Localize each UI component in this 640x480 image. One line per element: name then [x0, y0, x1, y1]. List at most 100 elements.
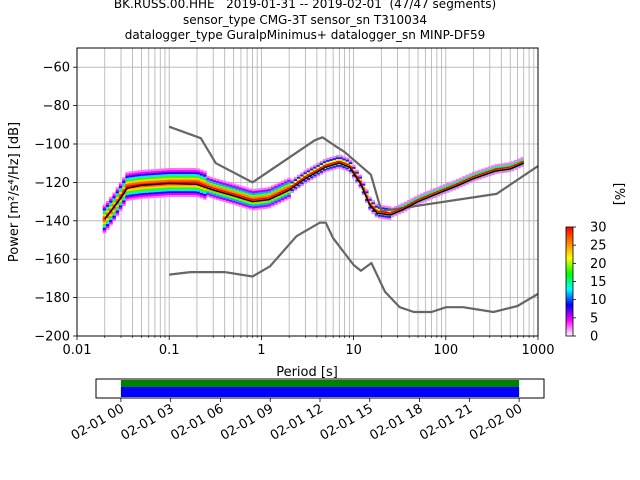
histogram-cell: [196, 191, 201, 194]
y-tick-label: −100: [34, 138, 70, 153]
histogram-cell: [309, 170, 314, 173]
histogram-cell: [225, 187, 230, 190]
histogram-cell: [491, 165, 495, 168]
histogram-cell: [322, 168, 327, 171]
histogram-cell: [144, 186, 149, 189]
histogram-cell: [316, 162, 320, 165]
histogram-cell: [468, 180, 473, 184]
timeline-tick-label: 02-01 18: [367, 401, 425, 443]
histogram-cell: [148, 188, 152, 191]
histogram-cell: [212, 185, 217, 188]
histogram-cell: [173, 168, 178, 171]
histogram-cell: [277, 184, 282, 187]
histogram-cell: [339, 157, 343, 160]
histogram-cell: [261, 193, 265, 196]
histogram-cell: [264, 193, 269, 196]
histogram-cell: [306, 179, 311, 182]
histogram-cell: [115, 212, 120, 215]
histogram-cell: [102, 217, 107, 221]
histogram-cell: [436, 186, 440, 189]
histogram-cell: [212, 195, 217, 198]
histogram-cell: [216, 184, 220, 187]
histogram-cell: [170, 183, 175, 186]
colorbar-tick-label: 10: [590, 293, 607, 308]
histogram-cell: [481, 168, 486, 171]
histogram-cell: [183, 179, 188, 182]
histogram-cell: [225, 185, 230, 188]
histogram-cell: [374, 203, 379, 206]
histogram-cell: [410, 200, 414, 203]
histogram-cell: [274, 201, 278, 204]
histogram-cell: [381, 214, 385, 218]
histogram-cell: [306, 170, 311, 173]
histogram-cell: [484, 169, 489, 172]
histogram-cell: [131, 195, 136, 199]
histogram-cell: [141, 173, 146, 176]
histogram-cell: [112, 203, 116, 207]
histogram-cell: [199, 190, 204, 193]
histogram-cell: [271, 204, 275, 207]
histogram-cell: [148, 178, 152, 182]
histogram-cell: [248, 190, 252, 193]
histogram-cell: [125, 193, 129, 196]
histogram-cell: [274, 183, 278, 186]
histogram-cell: [183, 173, 188, 176]
histogram-cell: [475, 170, 479, 173]
histogram-cell: [248, 188, 252, 191]
histogram-cell: [238, 185, 243, 188]
histogram-cell: [264, 204, 269, 207]
histogram-cell: [109, 219, 113, 222]
histogram-cell: [280, 184, 285, 187]
histogram-cell: [125, 191, 129, 194]
histogram-cell: [115, 208, 120, 211]
histogram-cell: [128, 188, 133, 191]
histogram-cell: [494, 171, 499, 174]
histogram-cell: [284, 186, 288, 190]
histogram-cell: [258, 194, 262, 197]
histogram-cell: [517, 160, 521, 163]
histogram-cell: [264, 202, 269, 205]
histogram-cell: [254, 192, 259, 195]
histogram-cell: [112, 209, 116, 212]
histogram-cell: [138, 170, 142, 173]
histogram-cell: [306, 172, 311, 175]
histogram-cell: [303, 170, 308, 173]
histogram-cell: [112, 196, 116, 199]
histogram-cell: [267, 206, 272, 209]
histogram-cell: [125, 181, 129, 184]
histogram-cell: [384, 215, 388, 218]
histogram-cell: [368, 198, 372, 201]
histogram-cell: [371, 202, 376, 205]
histogram-cell: [407, 199, 411, 202]
histogram-cell: [193, 192, 197, 196]
histogram-cell: [284, 181, 288, 184]
histogram-cell: [118, 184, 123, 187]
histogram-cell: [138, 175, 142, 179]
histogram-cell: [112, 213, 116, 216]
histogram-cell: [248, 205, 252, 208]
histogram-cell: [131, 197, 136, 200]
histogram-cell: [164, 177, 168, 180]
histogram-cell: [319, 170, 324, 173]
x-tick-label: 1000: [521, 343, 554, 358]
histogram-cell: [267, 200, 272, 203]
histogram-cell: [488, 173, 492, 177]
histogram-cell: [445, 190, 450, 193]
histogram-cell: [154, 188, 159, 191]
histogram-cell: [300, 174, 304, 177]
histogram-cell: [160, 189, 165, 192]
histogram-cell: [151, 171, 155, 174]
histogram-cell: [384, 205, 388, 208]
histogram-cell: [439, 187, 444, 190]
histogram-cell: [141, 169, 146, 172]
histogram-cell: [235, 199, 240, 202]
histogram-cell: [297, 186, 301, 189]
histogram-cell: [319, 162, 324, 165]
histogram-cell: [193, 171, 197, 174]
histogram-cell: [144, 169, 149, 172]
histogram-cell: [170, 171, 175, 174]
histogram-cell: [248, 196, 252, 199]
histogram-cell: [141, 192, 146, 195]
histogram-cell: [135, 172, 139, 175]
histogram-cell: [138, 189, 142, 192]
